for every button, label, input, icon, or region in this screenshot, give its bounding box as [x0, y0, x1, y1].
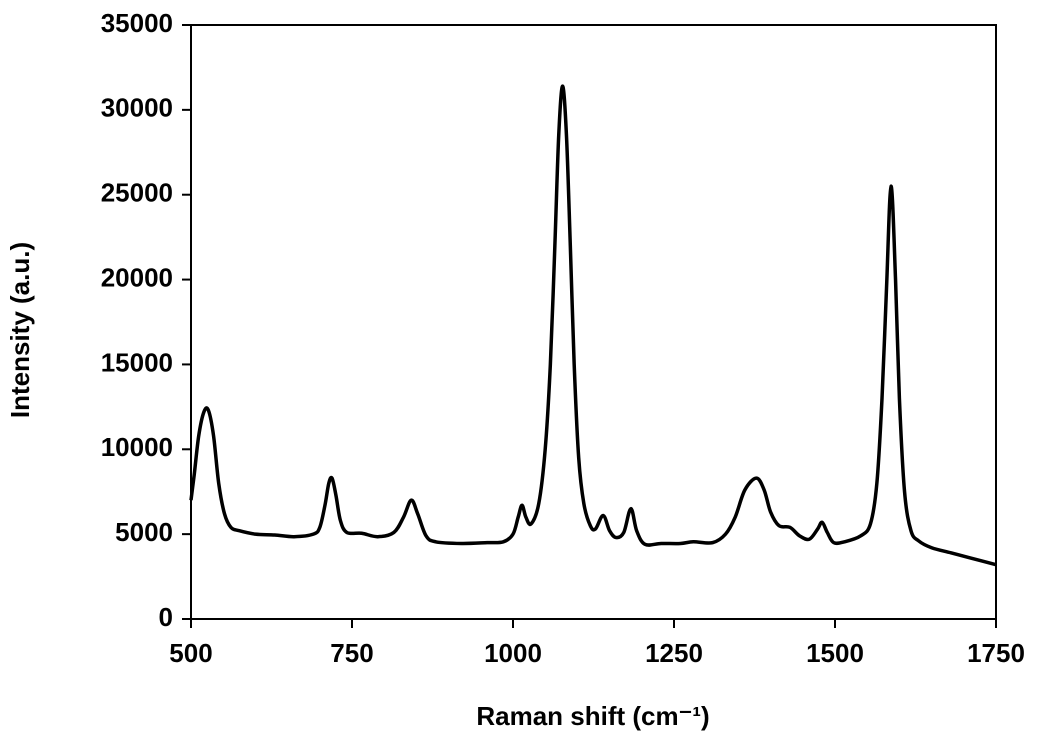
x-tick-label: 1750 [967, 638, 1025, 668]
y-tick-label: 5000 [115, 517, 173, 547]
x-tick-label: 1500 [806, 638, 864, 668]
y-tick-label: 30000 [101, 93, 173, 123]
y-tick-label: 35000 [101, 8, 173, 38]
x-axis-label: Raman shift (cm⁻¹) [476, 701, 709, 731]
y-tick-label: 25000 [101, 178, 173, 208]
x-tick-label: 750 [330, 638, 373, 668]
y-tick-label: 10000 [101, 432, 173, 462]
x-tick-label: 1000 [484, 638, 542, 668]
x-tick-label: 500 [169, 638, 212, 668]
spectrum-line [189, 84, 997, 567]
y-axis-label: Intensity (a.u.) [5, 242, 35, 418]
y-tick-label: 0 [159, 602, 173, 632]
y-tick-label: 20000 [101, 262, 173, 292]
x-tick-label: 1250 [645, 638, 703, 668]
y-tick-label: 15000 [101, 347, 173, 377]
plot-frame [190, 24, 997, 620]
